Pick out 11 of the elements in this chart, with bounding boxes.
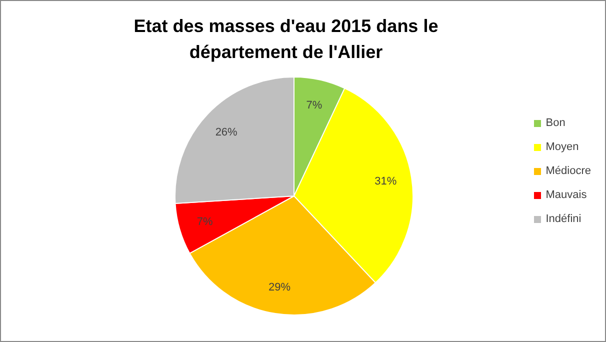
legend-label: Médiocre bbox=[546, 164, 591, 178]
data-label: 29% bbox=[268, 282, 291, 294]
legend-label: Bon bbox=[546, 116, 566, 130]
data-label: 26% bbox=[215, 126, 238, 138]
data-label: 7% bbox=[196, 216, 214, 228]
legend-label: Mauvais bbox=[546, 188, 587, 202]
data-label: 31% bbox=[374, 175, 397, 188]
legend-label: Moyen bbox=[546, 140, 579, 154]
legend-label: Indéfini bbox=[546, 212, 582, 226]
data-label: 7% bbox=[306, 99, 322, 112]
chart-title: Etat des masses d'eau 2015 dans le département de l'Allier bbox=[132, 15, 440, 64]
